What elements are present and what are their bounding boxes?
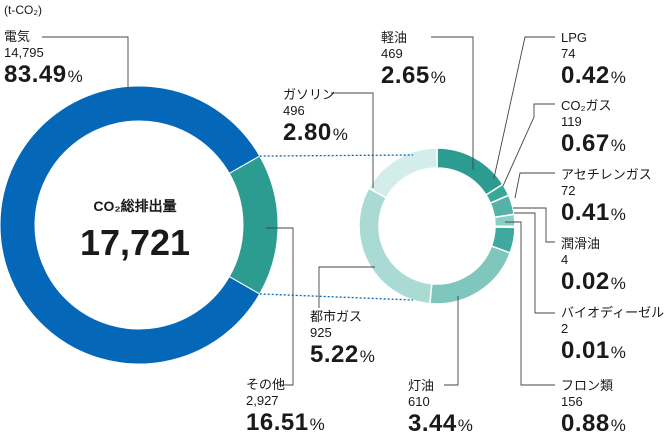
label-biodiesel: バイオディーゼル 2 0.01%	[561, 306, 664, 363]
total-value: 17,721	[79, 222, 191, 263]
connector-lines	[259, 154, 414, 301]
label-percent: 0.67%	[561, 130, 627, 157]
slice-electric	[0, 85, 261, 365]
label-co2gas: CO₂ガス 119 0.67%	[561, 99, 626, 156]
label-value: 469	[381, 46, 403, 61]
label-name: LPG	[561, 30, 588, 45]
label-percent: 0.02%	[561, 268, 627, 295]
slice-other	[228, 155, 279, 295]
label-percent: 2.65%	[381, 62, 447, 89]
label-name: 電気	[4, 29, 31, 44]
label-name: CO₂ガス	[561, 98, 612, 113]
label-percent: 16.51%	[246, 409, 326, 436]
label-percent: 2.80%	[283, 119, 349, 146]
leader-biodiesel	[514, 212, 555, 314]
label-lpg: LPG 74 0.42%	[561, 31, 626, 88]
label-name: アセチレンガス	[561, 167, 652, 182]
label-gasoline: ガソリン 496 2.80%	[283, 88, 348, 145]
breakdown-donut	[358, 147, 516, 305]
slice-citygas	[358, 187, 433, 305]
total-title: CO₂総排出量	[93, 198, 177, 214]
label-name: 潤滑油	[561, 236, 601, 251]
label-name: バイオディーゼル	[561, 305, 665, 320]
label-kerosene: 灯油 610 3.44%	[408, 379, 473, 436]
label-value: 72	[561, 183, 576, 198]
leader-lines	[42, 36, 555, 386]
label-value: 4	[561, 252, 569, 267]
label-name: 灯油	[408, 378, 435, 393]
label-electric: 電気 14,795 83.49%	[4, 30, 83, 87]
leader-lpg	[493, 36, 555, 179]
leader-lubricant	[513, 207, 555, 243]
label-value: 2	[561, 321, 569, 336]
label-percent: 5.22%	[310, 341, 376, 368]
unit-label: (t-CO₂)	[4, 3, 42, 17]
label-diesel: 軽油 469 2.65%	[381, 31, 446, 88]
label-percent: 0.01%	[561, 337, 627, 364]
label-value: 156	[561, 394, 583, 409]
label-value: 610	[408, 394, 430, 409]
slice-kerosene	[429, 245, 512, 305]
label-name: 都市ガス	[310, 309, 363, 324]
connector-top	[259, 154, 414, 157]
label-value: 119	[561, 114, 582, 129]
leader-electric	[42, 36, 129, 90]
label-percent: 0.42%	[561, 62, 627, 89]
leader-freon	[505, 221, 555, 386]
label-percent: 83.49%	[4, 61, 84, 88]
leader-diesel	[431, 36, 474, 170]
label-citygas: 都市ガス 925 5.22%	[310, 310, 375, 367]
label-name: フロン類	[561, 378, 614, 393]
connector-bottom	[259, 293, 414, 301]
total-center: CO₂総排出量 17,721	[55, 196, 215, 264]
label-percent: 0.88%	[561, 410, 627, 437]
label-name: ガソリン	[283, 87, 336, 102]
slice-gasoline	[367, 147, 438, 199]
label-freon: フロン類 156 0.88%	[561, 379, 626, 436]
leader-citygas	[318, 266, 375, 308]
label-name: その他	[246, 377, 286, 392]
label-value: 74	[561, 46, 576, 61]
leader-acetylene	[514, 172, 555, 199]
label-percent: 0.41%	[561, 199, 627, 226]
label-percent: 3.44%	[408, 410, 474, 437]
label-value: 2,927	[246, 393, 279, 408]
leader-co2gas	[502, 103, 555, 187]
label-name: 軽油	[381, 30, 408, 45]
label-value: 925	[310, 325, 332, 340]
label-other: その他 2,927 16.51%	[246, 378, 325, 435]
slice-acetylene	[493, 213, 516, 228]
leader-kerosene	[444, 296, 459, 386]
label-acetylene: アセチレンガス 72 0.41%	[561, 168, 652, 225]
leader-other	[266, 227, 294, 386]
label-lubricant: 潤滑油 4 0.02%	[561, 237, 626, 294]
label-value: 496	[283, 103, 305, 118]
label-value: 14,795	[4, 45, 44, 60]
slice-diesel	[436, 147, 504, 197]
leader-gasoline	[331, 92, 374, 188]
